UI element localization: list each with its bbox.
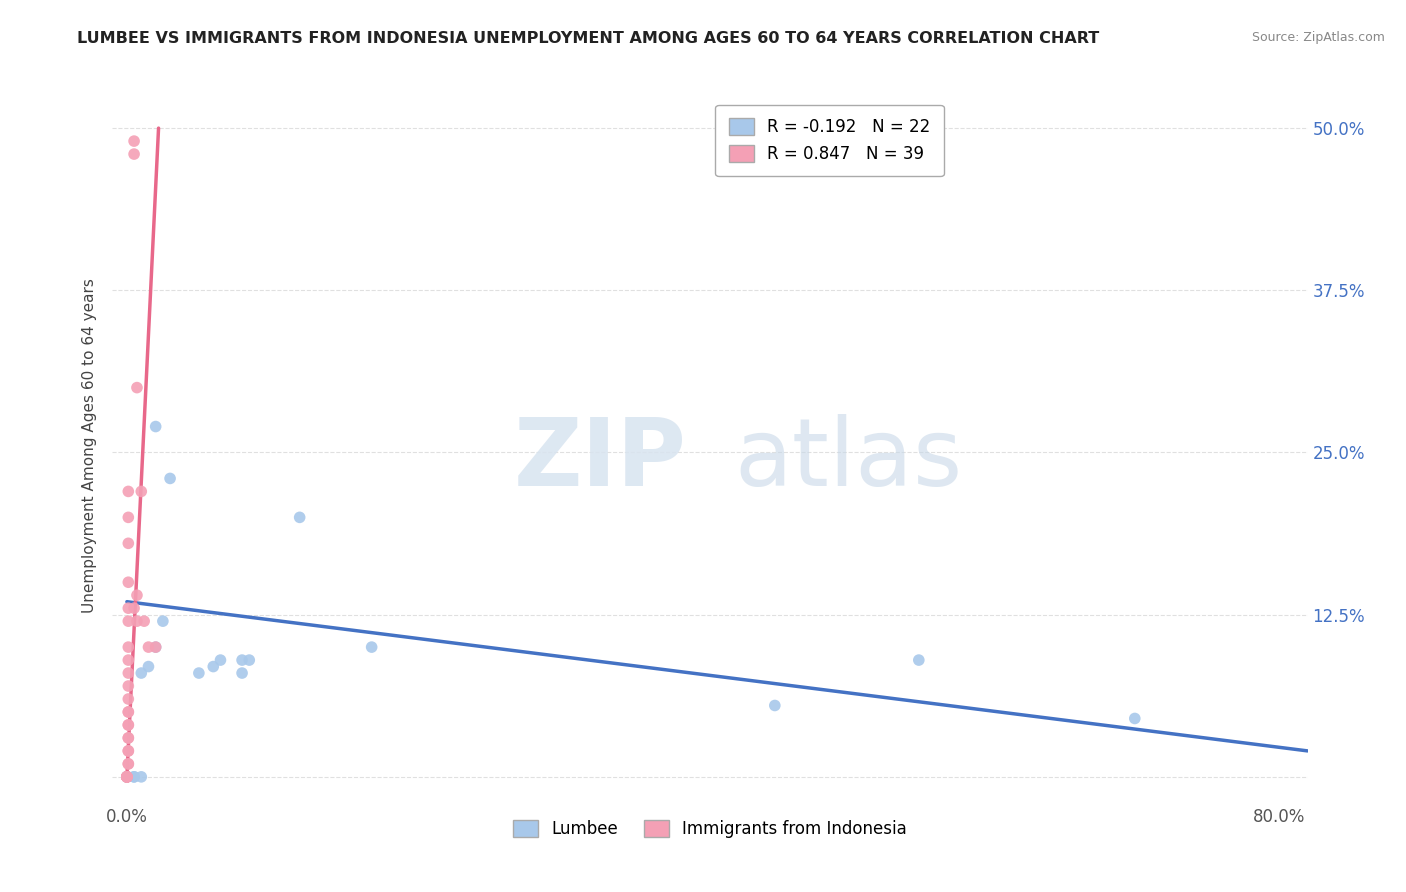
Point (117, 614, 139, 628)
Point (159, 471, 181, 485)
Point (117, 705, 139, 719)
Point (115, 770, 138, 784)
Point (117, 744, 139, 758)
Point (115, 770, 138, 784)
Point (117, 536, 139, 550)
Point (117, 679, 139, 693)
Point (122, 770, 145, 784)
Point (115, 770, 138, 784)
Point (117, 718, 139, 732)
Point (138, 640, 160, 654)
Point (125, 614, 148, 628)
Point (231, 653, 253, 667)
Text: LUMBEE VS IMMIGRANTS FROM INDONESIA UNEMPLOYMENT AMONG AGES 60 TO 64 YEARS CORRE: LUMBEE VS IMMIGRANTS FROM INDONESIA UNEM… (77, 31, 1099, 46)
Point (115, 770, 138, 784)
Point (125, 381, 148, 395)
Point (209, 653, 232, 667)
Point (125, 588, 148, 602)
Point (115, 770, 138, 784)
Point (117, 731, 139, 745)
Point (117, 666, 139, 681)
Point (1123, 711, 1146, 725)
Point (115, 770, 138, 784)
Point (115, 770, 138, 784)
Point (122, 770, 145, 784)
Point (129, 666, 152, 681)
Point (122, 601, 145, 615)
Point (907, 653, 929, 667)
Point (360, 640, 382, 654)
Point (117, 692, 139, 706)
Point (117, 756, 139, 771)
Y-axis label: Unemployment Among Ages 60 to 64 years: Unemployment Among Ages 60 to 64 years (82, 278, 97, 614)
Legend: Lumbee, Immigrants from Indonesia: Lumbee, Immigrants from Indonesia (506, 813, 914, 845)
Point (187, 666, 209, 681)
Point (134, 614, 156, 628)
Point (117, 731, 139, 745)
Point (117, 744, 139, 758)
Point (145, 419, 167, 434)
Point (763, 698, 786, 713)
Point (117, 575, 139, 590)
Point (117, 653, 139, 667)
Point (129, 484, 152, 499)
Point (238, 653, 260, 667)
Point (129, 770, 152, 784)
Point (122, 147, 145, 161)
Point (145, 640, 167, 654)
Point (117, 718, 139, 732)
Point (288, 510, 311, 524)
Point (117, 510, 139, 524)
Point (138, 659, 160, 673)
Text: Source: ZipAtlas.com: Source: ZipAtlas.com (1251, 31, 1385, 45)
Text: ZIP: ZIP (513, 414, 686, 507)
Point (117, 705, 139, 719)
Point (117, 756, 139, 771)
Point (117, 484, 139, 499)
Point (115, 770, 138, 784)
Point (152, 614, 174, 628)
Point (145, 640, 167, 654)
Point (231, 666, 253, 681)
Point (117, 601, 139, 615)
Point (202, 659, 225, 673)
Point (117, 640, 139, 654)
Text: atlas: atlas (734, 414, 962, 507)
Point (115, 770, 138, 784)
Point (115, 770, 138, 784)
Point (122, 134, 145, 148)
